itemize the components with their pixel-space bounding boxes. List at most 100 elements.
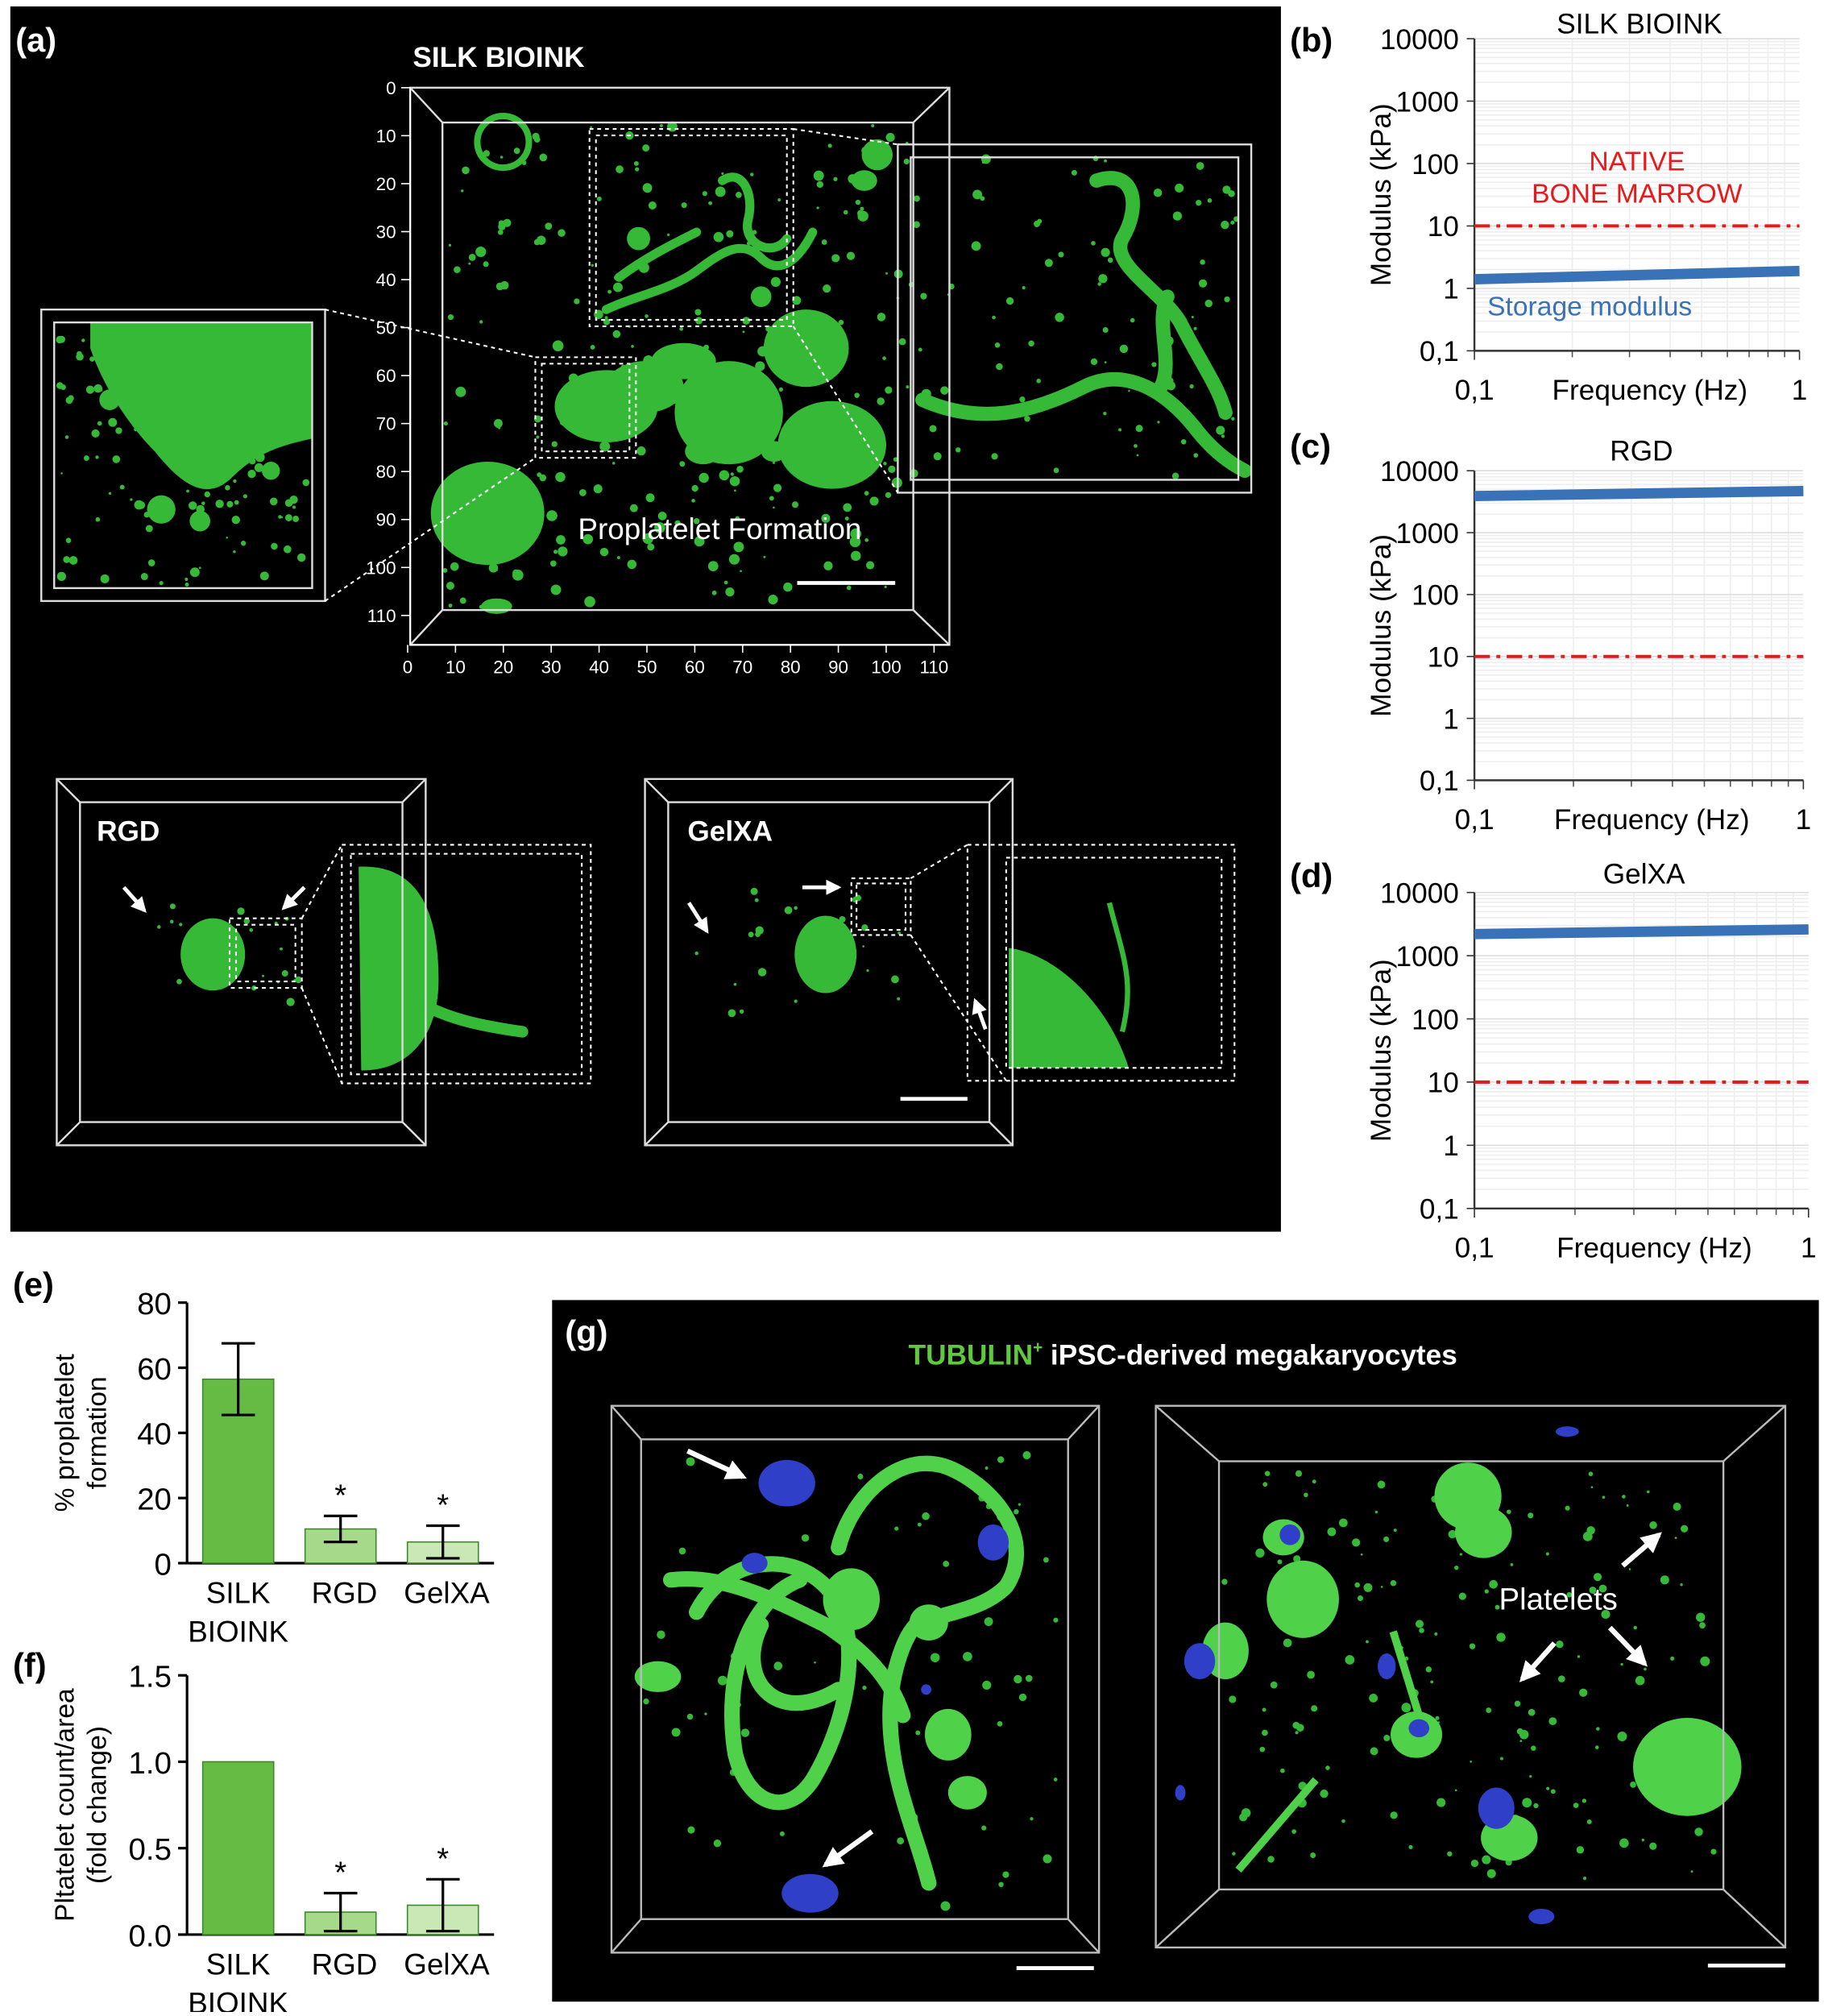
- speck: [631, 345, 634, 348]
- speck: [1529, 1774, 1532, 1778]
- speck: [1195, 351, 1204, 361]
- speck: [815, 521, 819, 524]
- x-axis-label: Frequency (Hz): [1557, 1233, 1752, 1264]
- speck: [1486, 1707, 1492, 1713]
- speck: [1053, 1777, 1058, 1782]
- speck: [667, 233, 670, 236]
- speck: [1630, 1782, 1636, 1788]
- speck: [201, 501, 205, 505]
- speck: [773, 506, 775, 509]
- speck: [582, 533, 594, 545]
- speck: [1594, 1745, 1599, 1749]
- speck: [1267, 1856, 1275, 1863]
- chart-title: SILK BIOINK: [1557, 9, 1722, 40]
- cell: [925, 1708, 972, 1761]
- speck: [533, 239, 541, 246]
- speck: [93, 384, 103, 393]
- speck: [671, 1728, 681, 1737]
- speck: [537, 472, 542, 478]
- speck: [779, 1831, 785, 1836]
- speck: [1531, 1745, 1536, 1751]
- speck: [255, 452, 265, 463]
- annotations-a: [122, 581, 988, 1101]
- y-tick-label: 100: [366, 558, 396, 578]
- speck: [83, 455, 89, 462]
- speck: [1280, 1768, 1285, 1773]
- x-tick-label: 110: [920, 657, 949, 678]
- speck: [97, 421, 102, 426]
- speck: [1053, 467, 1059, 474]
- speck: [717, 1675, 728, 1686]
- speck: [1058, 251, 1064, 258]
- y-axis-label: Modulus (kPa): [1366, 534, 1397, 717]
- speck: [742, 330, 745, 334]
- speck: [134, 500, 144, 510]
- speck: [1172, 211, 1183, 221]
- speck: [792, 296, 802, 305]
- cell: [481, 598, 512, 614]
- speck: [545, 222, 553, 230]
- speck: [854, 894, 862, 902]
- x-tick-label: BIOINK: [188, 1616, 288, 1649]
- x-tick-label: 10: [446, 657, 466, 678]
- nucleus: [781, 1873, 839, 1913]
- speck: [1135, 425, 1143, 433]
- y-tick-label: 20: [376, 174, 396, 194]
- speck: [558, 546, 568, 557]
- speck: [922, 1512, 930, 1520]
- speck: [777, 198, 781, 202]
- speck: [1635, 1675, 1645, 1686]
- speck: [1419, 1628, 1424, 1633]
- y-tick-label: 0: [155, 1547, 172, 1582]
- speck: [750, 172, 754, 176]
- speck: [555, 471, 566, 483]
- speck: [552, 340, 564, 352]
- speck: [275, 360, 281, 366]
- speck: [645, 493, 655, 503]
- speck: [913, 195, 920, 202]
- nucleus: [1378, 1653, 1396, 1680]
- speck: [1170, 400, 1175, 406]
- speck: [281, 970, 288, 977]
- speck: [1119, 344, 1129, 354]
- series-line: [1474, 486, 1804, 502]
- speck: [1196, 200, 1202, 206]
- speck: [830, 951, 835, 955]
- speck: [1447, 1851, 1453, 1856]
- significance: *: [334, 1856, 346, 1890]
- speck: [996, 363, 1003, 371]
- speck: [1510, 1562, 1514, 1566]
- speck: [1229, 1695, 1237, 1703]
- x-tick-label: 90: [828, 657, 848, 678]
- speck: [1055, 313, 1064, 322]
- speck: [1102, 326, 1109, 334]
- speck: [992, 315, 996, 320]
- speck: [991, 453, 998, 460]
- speck: [1312, 1479, 1316, 1484]
- speck: [736, 192, 742, 198]
- proplatelet: [1235, 1630, 1423, 1873]
- speck: [1700, 1656, 1710, 1666]
- y-tick-label: 0,1: [1420, 1194, 1459, 1226]
- x-tick-label: SILK: [206, 1948, 271, 1981]
- speck: [269, 497, 278, 506]
- chart-title: RGD: [1610, 435, 1673, 467]
- speck: [1200, 259, 1205, 265]
- speck: [1581, 1798, 1587, 1803]
- speck: [188, 501, 197, 510]
- speck: [642, 183, 653, 193]
- speck: [1002, 1871, 1009, 1878]
- panel-label: (c): [1290, 427, 1331, 465]
- speck: [604, 316, 608, 320]
- cell: [430, 462, 545, 566]
- speck: [77, 351, 82, 357]
- cell: [851, 170, 877, 191]
- speck: [1617, 1732, 1627, 1742]
- speck: [1153, 189, 1163, 197]
- speck: [1259, 1746, 1266, 1753]
- speck: [1425, 1666, 1432, 1673]
- speck: [1649, 1842, 1657, 1850]
- speck: [214, 396, 225, 406]
- speck: [757, 968, 767, 977]
- speck: [1369, 1694, 1378, 1703]
